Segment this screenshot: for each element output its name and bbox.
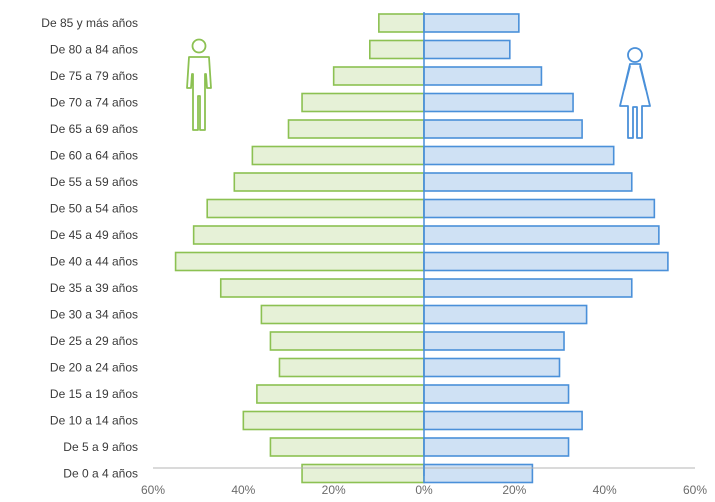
- category-label: De 75 a 79 años: [50, 69, 138, 83]
- category-label: De 80 a 84 años: [50, 43, 138, 57]
- category-label: De 25 a 29 años: [50, 334, 138, 348]
- male-bar: [174, 251, 425, 272]
- female-figure-icon: [619, 47, 651, 139]
- category-label: De 30 a 34 años: [50, 308, 138, 322]
- male-bar: [378, 13, 425, 33]
- category-labels: De 85 y más años De 80 a 84 años De 75 a 7…: [41, 16, 138, 481]
- x-tick-labels: 60% 40% 20% 0% 20% 40% 60%: [141, 483, 707, 497]
- category-label: De 10 a 14 años: [50, 414, 138, 428]
- male-bar: [278, 357, 425, 378]
- female-bar: [423, 437, 570, 457]
- female-bar: [423, 145, 615, 166]
- female-bar: [423, 463, 534, 484]
- female-bar: [423, 13, 520, 33]
- male-bar: [269, 331, 425, 351]
- male-bar: [233, 172, 425, 192]
- male-bar: [269, 437, 425, 457]
- female-bar: [423, 278, 633, 298]
- male-bar: [192, 225, 425, 245]
- category-label: De 65 a 69 años: [50, 122, 138, 136]
- female-bar: [423, 357, 561, 378]
- category-label: De 15 a 19 años: [50, 387, 138, 401]
- x-tick-label: 20%: [502, 483, 526, 497]
- male-bar: [219, 278, 425, 298]
- male-bar: [301, 463, 425, 484]
- category-label: De 5 a 9 años: [63, 440, 138, 454]
- x-tick-label: 60%: [683, 483, 707, 497]
- category-label: De 35 a 39 años: [50, 281, 138, 295]
- female-bar: [423, 304, 588, 325]
- male-figure-icon: [186, 38, 212, 131]
- female-bar: [423, 92, 574, 113]
- female-bar: [423, 225, 660, 245]
- female-bar: [423, 251, 669, 272]
- category-label: De 60 a 64 años: [50, 149, 138, 163]
- category-label: De 55 a 59 años: [50, 175, 138, 189]
- female-bar: [423, 384, 570, 404]
- female-bar: [423, 331, 565, 351]
- category-label: De 45 a 49 años: [50, 228, 138, 242]
- female-bar: [423, 172, 633, 192]
- x-tick-label: 40%: [231, 483, 255, 497]
- male-bars: [174, 13, 425, 484]
- male-bar: [287, 119, 425, 139]
- female-bar: [423, 410, 583, 431]
- male-bar: [260, 304, 425, 325]
- male-bar: [251, 145, 425, 166]
- male-bar: [301, 92, 425, 113]
- male-bar: [368, 39, 425, 60]
- female-bars: [423, 13, 669, 484]
- female-bar: [423, 66, 543, 86]
- category-label: De 85 y más años: [41, 16, 138, 30]
- x-tick-label: 40%: [593, 483, 617, 497]
- category-label: De 20 a 24 años: [50, 361, 138, 375]
- category-label: De 70 a 74 años: [50, 96, 138, 110]
- female-bar: [423, 39, 511, 60]
- category-label: De 40 a 44 años: [50, 255, 138, 269]
- female-bar: [423, 198, 656, 219]
- category-label: De 50 a 54 años: [50, 202, 138, 216]
- male-bar: [242, 410, 425, 431]
- x-tick-label: 0%: [415, 483, 433, 497]
- female-bar: [423, 119, 583, 139]
- category-label: De 0 a 4 años: [63, 467, 138, 481]
- male-bar: [332, 66, 425, 86]
- male-bar: [206, 198, 425, 219]
- male-bar: [256, 384, 425, 404]
- x-tick-label: 60%: [141, 483, 165, 497]
- x-tick-label: 20%: [322, 483, 346, 497]
